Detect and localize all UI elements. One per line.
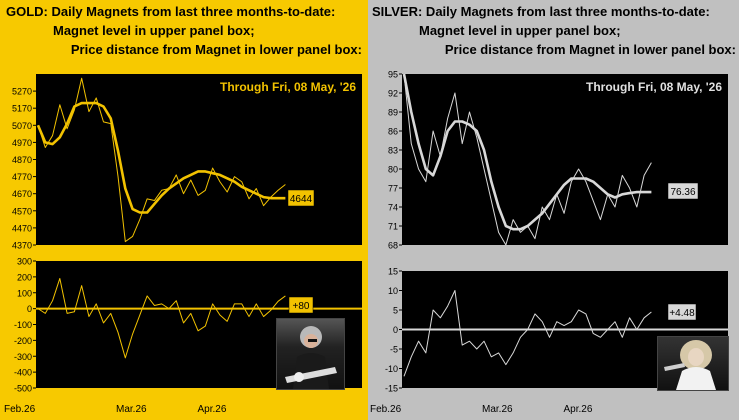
gold-lower-distance-line	[37, 277, 286, 359]
gold-lower-x-tick-label: Feb.26	[4, 404, 36, 415]
gold-guitarist-photo	[276, 318, 345, 390]
gold-upper-y-tick-label: 5070	[12, 121, 32, 131]
silver-upper-y-tick-label: 95	[388, 70, 398, 80]
silver-lower-y-tick-label: -10	[385, 364, 398, 374]
silver-lower-distance-line	[403, 290, 652, 377]
silver-upper-through-label: Through Fri, 08 May, '26	[586, 80, 722, 94]
silver-lower-y-tick-label: 5	[393, 306, 398, 316]
silver-upper-y-tick-label: 71	[388, 222, 398, 232]
silver-header-line2: Magnet level in upper panel box;	[419, 23, 621, 38]
gold-lower-y-tick-label: 200	[17, 272, 32, 282]
silver-header-line1: SILVER: Daily Magnets from last three mo…	[372, 4, 710, 19]
gold-magnet-box	[287, 189, 315, 207]
gold-upper-through-label: Through Fri, 08 May, '26	[220, 80, 356, 94]
gold-upper-y-tick-label: 4770	[12, 172, 32, 182]
silver-lower-x-tick-label: Mar.26	[482, 404, 513, 415]
silver-singer-photo	[657, 336, 729, 391]
silver-lower-x-tick-label: Apr.26	[564, 404, 593, 415]
gold-lower-y-tick-label: -400	[14, 368, 32, 378]
gold-upper-y-tick-label: 4670	[12, 189, 32, 199]
gold-upper-y-tick-label: 4970	[12, 138, 32, 148]
gold-lower-y-tick-label: -500	[14, 384, 32, 394]
gold-upper-magnet-line	[36, 101, 286, 214]
silver-lower-y-tick-label: 0	[393, 325, 398, 335]
gold-lower-y-tick-label: -100	[14, 320, 32, 330]
silver-header: SILVER: Daily Magnets from last three mo…	[372, 2, 736, 59]
gold-distance-box	[288, 296, 314, 314]
silver-lower-y-tick-label: 10	[388, 286, 398, 296]
silver-upper-y-tick-label: 80	[388, 165, 398, 175]
silver-header-line3: Price distance from Magnet in lower pane…	[444, 42, 736, 57]
gold-upper-y-tick-label: 4470	[12, 223, 32, 233]
gold-upper-y-tick-label: 4570	[12, 206, 32, 216]
silver-lower-x-tick-label: Feb.26	[370, 404, 402, 415]
silver-upper-y-tick-label: 83	[388, 146, 398, 156]
silver-upper-y-tick-label: 74	[388, 203, 398, 213]
silver-distance-box	[667, 303, 697, 321]
silver-upper-plot-area	[402, 74, 728, 245]
gold-upper-y-tick-label: 5270	[12, 87, 32, 97]
silver-lower-y-tick-label: 15	[388, 267, 398, 277]
gold-header-line2: Magnet level in upper panel box;	[53, 23, 255, 38]
gold-upper-y-tick-label: 4870	[12, 155, 32, 165]
silver-upper-magnet-line	[402, 73, 652, 231]
silver-upper-y-tick-label: 68	[388, 241, 398, 251]
silver-lower-y-tick-label: -5	[390, 345, 398, 355]
silver-distance-box-text: +4.48	[669, 308, 695, 319]
silver-magnet-box-text: 76.36	[670, 187, 695, 198]
gold-upper-plot-area	[36, 74, 362, 245]
gold-magnet-box-text: 4644	[290, 194, 313, 205]
gold-header-line3: Price distance from Magnet in lower pane…	[70, 42, 362, 57]
gold-lower-y-tick-label: -200	[14, 336, 32, 346]
gold-distance-box-text: +80	[293, 301, 310, 312]
gold-lower-x-tick-label: Mar.26	[116, 404, 147, 415]
gold-upper-y-tick-label: 4370	[12, 241, 32, 251]
gold-lower-y-tick-label: 300	[17, 257, 32, 267]
silver-upper-y-tick-label: 86	[388, 127, 398, 137]
silver-lower-y-tick-label: -15	[385, 384, 398, 394]
gold-upper-y-tick-label: 5170	[12, 104, 32, 114]
gold-header: GOLD: Daily Magnets from last three mont…	[6, 2, 362, 59]
gold-header-line1: GOLD: Daily Magnets from last three mont…	[6, 4, 336, 19]
gold-lower-y-tick-label: 100	[17, 288, 32, 298]
gold-lower-y-tick-label: 0	[27, 304, 32, 314]
silver-upper-y-tick-label: 77	[388, 184, 398, 194]
gold-lower-x-tick-label: Apr.26	[198, 404, 227, 415]
silver-upper-y-tick-label: 89	[388, 108, 398, 118]
gold-lower-y-tick-label: -300	[14, 352, 32, 362]
silver-magnet-box	[667, 182, 699, 200]
silver-upper-y-tick-label: 92	[388, 89, 398, 99]
